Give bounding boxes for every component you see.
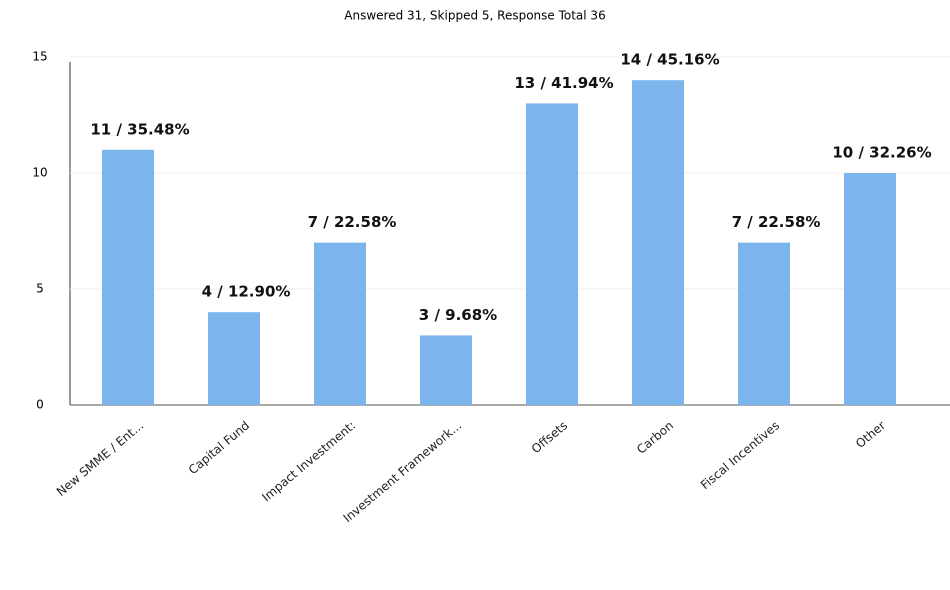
data-label: 7 / 22.58% <box>308 213 397 231</box>
x-tick-label: Carbon <box>634 418 676 457</box>
data-label: 3 / 9.68% <box>419 306 497 324</box>
data-label: 11 / 35.48% <box>90 120 189 138</box>
data-label: 4 / 12.90% <box>202 283 291 301</box>
bar <box>102 149 154 405</box>
bar <box>526 103 578 406</box>
x-tick-label: Capital Fund <box>186 418 252 477</box>
bar <box>314 242 366 405</box>
x-tick-label: Impact Investment: <box>259 418 358 504</box>
chart-title: Answered 31, Skipped 5, Response Total 3… <box>344 9 605 23</box>
data-label: 7 / 22.58% <box>732 213 821 231</box>
bar <box>420 335 472 405</box>
x-tick-label: New SMME / Ent... <box>54 418 146 499</box>
data-label: 13 / 41.94% <box>514 74 613 92</box>
x-tick-label: Other <box>853 418 888 451</box>
data-label: 14 / 45.16% <box>620 51 719 69</box>
y-tick-label: 0 <box>36 398 44 412</box>
y-tick-label: 10 <box>32 166 47 180</box>
bar <box>632 80 684 405</box>
data-label: 10 / 32.26% <box>832 144 931 162</box>
x-tick-label: Offsets <box>529 418 570 456</box>
x-tick-label: Investment Framework... <box>341 418 465 525</box>
bar <box>208 312 260 405</box>
bar <box>738 242 790 405</box>
y-tick-label: 5 <box>36 282 44 296</box>
bar <box>844 173 896 405</box>
x-tick-label: Fiscal Incentives <box>698 418 782 492</box>
y-tick-label: 15 <box>32 50 47 64</box>
